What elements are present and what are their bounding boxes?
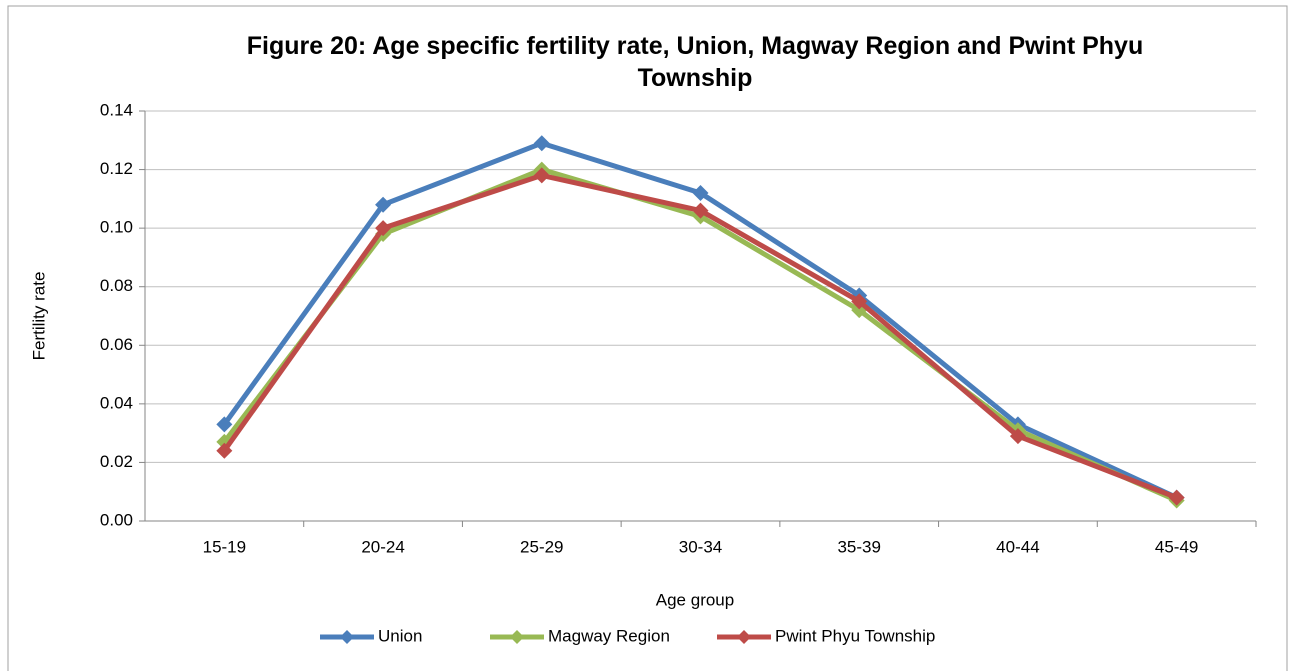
point-marker [533, 167, 550, 184]
point-marker [533, 135, 550, 152]
x-tick-label: 25-29 [520, 537, 563, 556]
chart-frame [7, 5, 1288, 671]
y-tick-label: 0.12 [100, 159, 133, 178]
legend-marker [510, 630, 524, 644]
x-tick-label: 15-19 [203, 537, 246, 556]
x-tick-label: 30-34 [679, 537, 722, 556]
legend-label: Pwint Phyu Township [775, 626, 935, 645]
y-tick-label: 0.06 [100, 335, 133, 354]
point-marker [375, 196, 392, 213]
legend-marker [737, 630, 751, 644]
legend-marker [340, 630, 354, 644]
point-marker [851, 293, 868, 310]
point-marker [692, 202, 709, 219]
x-tick-label: 35-39 [837, 537, 880, 556]
y-tick-label: 0.00 [100, 510, 133, 529]
point-marker [375, 220, 392, 237]
y-tick-label: 0.14 [100, 100, 133, 119]
y-axis-label: Fertility rate [29, 272, 48, 361]
point-marker [216, 416, 233, 433]
y-tick-label: 0.04 [100, 393, 133, 412]
legend-label: Union [378, 626, 422, 645]
y-tick-label: 0.02 [100, 452, 133, 471]
legend-label: Magway Region [548, 626, 670, 645]
x-tick-label: 40-44 [996, 537, 1039, 556]
y-tick-label: 0.08 [100, 276, 133, 295]
chart-title: Figure 20: Age specific fertility rate, … [246, 32, 1144, 92]
x-axis-label: Age group [656, 590, 734, 609]
y-tick-label: 0.10 [100, 218, 133, 237]
point-marker [1168, 489, 1185, 506]
x-tick-label: 45-49 [1155, 537, 1198, 556]
point-marker [216, 442, 233, 459]
x-tick-label: 20-24 [361, 537, 404, 556]
point-marker [692, 185, 709, 201]
point-marker [1009, 428, 1026, 445]
